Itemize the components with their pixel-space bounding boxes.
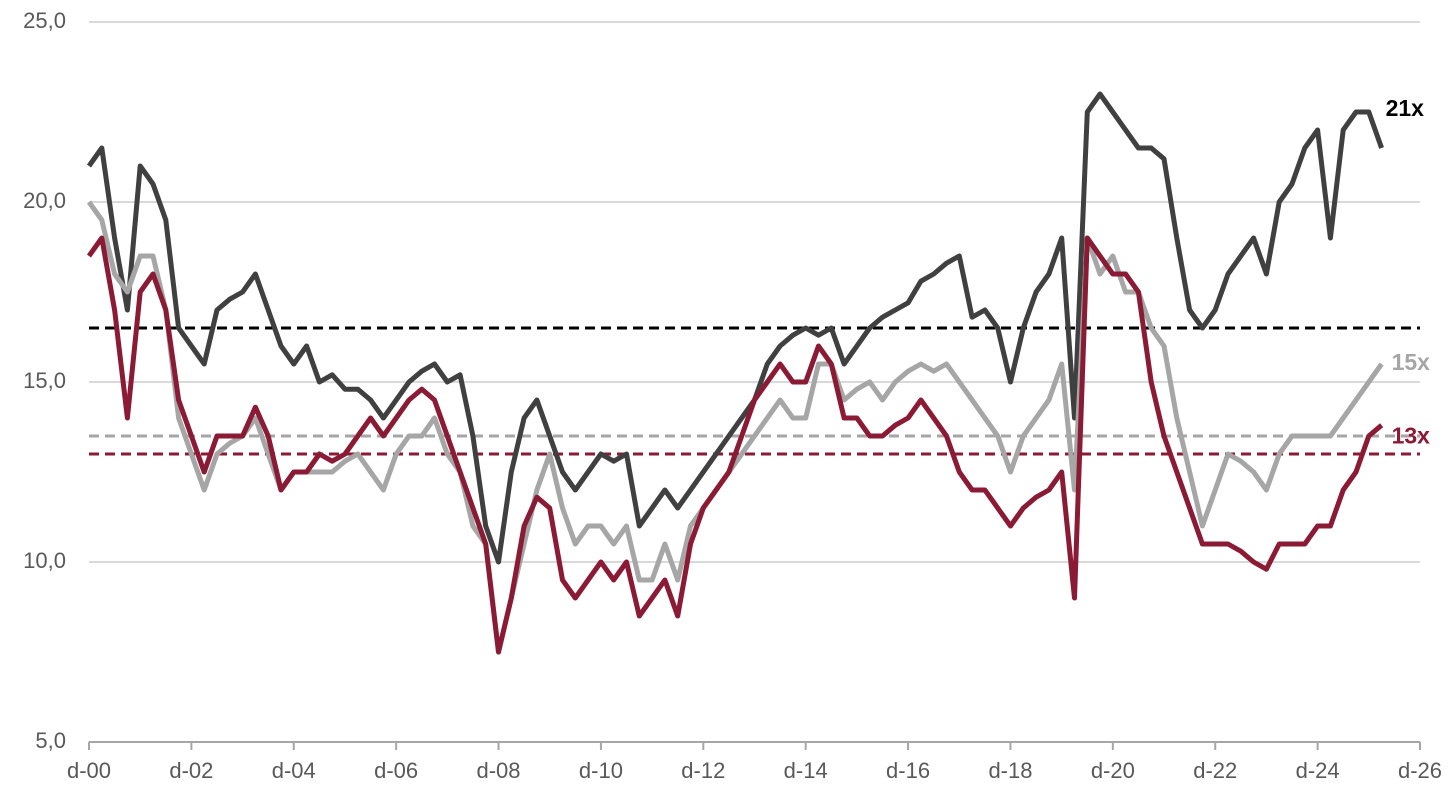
x-tick-label: d-26: [1398, 758, 1442, 783]
x-tick-label: d-14: [784, 758, 828, 783]
y-tick-label: 10,0: [23, 548, 66, 573]
x-tick-label: d-06: [374, 758, 418, 783]
end-label: 13x: [1392, 422, 1431, 448]
x-tick-label: d-12: [681, 758, 725, 783]
y-tick-label: 20,0: [23, 188, 66, 213]
x-tick-label: d-24: [1296, 758, 1340, 783]
x-tick-label: d-04: [272, 758, 316, 783]
x-tick-label: d-00: [67, 758, 111, 783]
x-tick-label: d-22: [1193, 758, 1237, 783]
y-tick-label: 15,0: [23, 368, 66, 393]
series-line: [86, 235, 1384, 655]
end-label: 21x: [1386, 95, 1425, 121]
end-label: 15x: [1392, 349, 1431, 375]
x-tick-label: d-18: [988, 758, 1032, 783]
y-tick-label: 25,0: [23, 8, 66, 33]
x-tick-label: d-08: [477, 758, 521, 783]
x-tick-label: d-20: [1091, 758, 1135, 783]
x-tick-label: d-10: [579, 758, 623, 783]
series-line: [86, 91, 1384, 565]
x-tick-label: d-02: [169, 758, 213, 783]
y-tick-label: 5,0: [35, 728, 66, 753]
x-tick-label: d-16: [886, 758, 930, 783]
